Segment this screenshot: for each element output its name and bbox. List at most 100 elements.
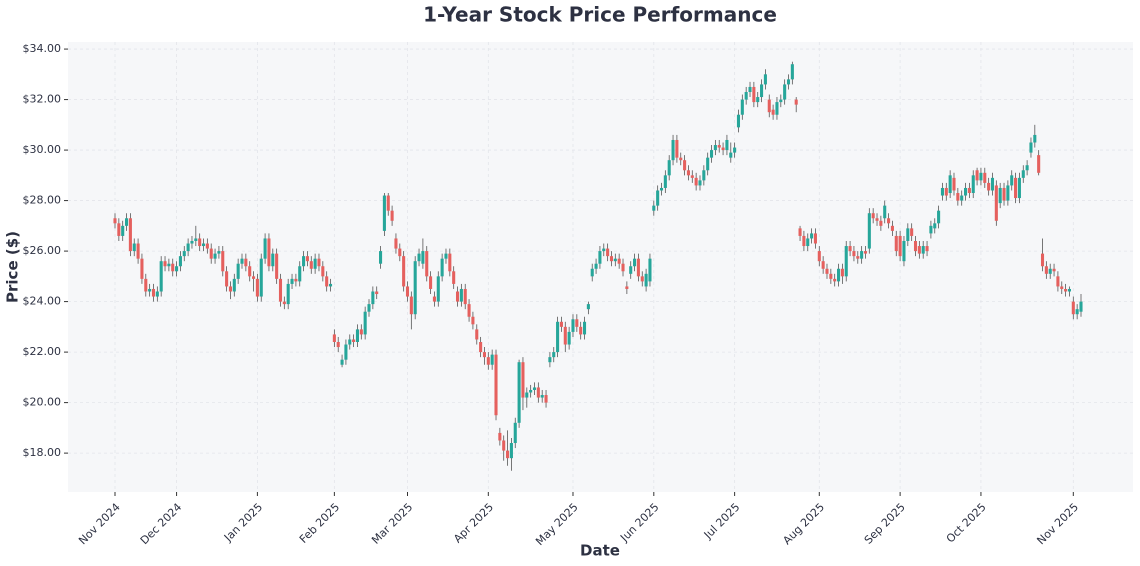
candle-body xyxy=(302,256,306,267)
candle-body xyxy=(821,261,825,269)
candle-body xyxy=(490,354,494,365)
candle-body xyxy=(486,357,490,365)
candle-body xyxy=(709,150,714,158)
candle-body xyxy=(913,240,918,252)
candle-body xyxy=(236,263,240,279)
candle-body xyxy=(898,235,902,257)
candle-body xyxy=(171,263,175,272)
y-tick-label: $32.00 xyxy=(23,93,62,106)
x-tick-label: Dec 2024 xyxy=(138,501,185,548)
candle-body xyxy=(671,139,675,161)
candle-body xyxy=(182,251,186,257)
candle-body xyxy=(621,263,625,272)
candle-body xyxy=(721,147,725,151)
candle-body xyxy=(813,233,817,244)
candle-body xyxy=(178,256,182,267)
candle-body xyxy=(140,258,144,279)
y-tick-label: $26.00 xyxy=(23,244,62,257)
candle-body xyxy=(944,187,948,196)
candle-body xyxy=(644,273,648,287)
candle-body xyxy=(567,331,571,345)
candle-body xyxy=(425,251,429,277)
candle-body xyxy=(498,432,502,441)
candle-body xyxy=(579,326,583,335)
candle-body xyxy=(771,109,775,115)
candle-body xyxy=(656,190,660,206)
candle-body xyxy=(706,157,710,171)
candle-body xyxy=(1052,268,1056,272)
candle-body xyxy=(960,195,964,201)
candle-body xyxy=(775,102,779,115)
candle-body xyxy=(586,304,590,310)
candle-body xyxy=(1079,301,1083,312)
candle-body xyxy=(459,288,463,302)
candle-body xyxy=(713,145,717,151)
candle-body xyxy=(409,296,413,315)
candle-body xyxy=(482,352,487,358)
candle-body xyxy=(455,291,460,302)
candle-body xyxy=(690,175,694,178)
candle-body xyxy=(729,152,733,158)
candle-body xyxy=(740,99,744,115)
candle-body xyxy=(994,185,998,221)
candle-body xyxy=(783,84,787,100)
chart-title: 1-Year Stock Price Performance xyxy=(423,3,777,27)
candle-body xyxy=(582,321,587,335)
x-tick-label: Apr 2025 xyxy=(451,501,496,546)
candle-body xyxy=(763,74,767,85)
candle-body xyxy=(471,316,475,325)
candle-body xyxy=(367,304,371,312)
candle-body xyxy=(652,205,656,211)
candle-body xyxy=(883,205,887,219)
candle-body xyxy=(448,253,452,272)
candle-body xyxy=(890,225,894,231)
candle-body xyxy=(240,258,244,264)
candle-body xyxy=(136,243,140,259)
y-tick-label: $18.00 xyxy=(23,446,62,459)
candle-body xyxy=(983,172,987,183)
x-axis-label: Date xyxy=(580,542,620,560)
candle-body xyxy=(452,271,456,284)
x-tick-label: Jun 2025 xyxy=(617,501,661,545)
candle-body xyxy=(1048,268,1052,274)
candle-body xyxy=(275,253,279,279)
candle-body xyxy=(259,258,263,297)
candle-body xyxy=(1006,185,1010,201)
candle-body xyxy=(617,258,621,264)
candle-body xyxy=(186,243,190,252)
candle-body xyxy=(594,263,598,269)
candle-body xyxy=(1002,187,1006,201)
candle-body xyxy=(606,248,610,257)
candle-body xyxy=(659,187,664,191)
candle-body xyxy=(359,329,363,335)
candle-body xyxy=(902,240,906,262)
candle-body xyxy=(479,342,483,353)
candle-body xyxy=(967,187,971,194)
candle-body xyxy=(556,321,560,353)
candle-body xyxy=(1025,165,1029,171)
candle-body xyxy=(1056,276,1060,287)
candle-body xyxy=(255,278,259,297)
candle-body xyxy=(736,114,741,128)
candle-body xyxy=(444,253,448,259)
candle-body xyxy=(494,354,498,416)
candle-body xyxy=(1037,155,1041,173)
candle-body xyxy=(929,225,933,234)
candle-body xyxy=(163,261,167,267)
candle-body xyxy=(328,283,333,287)
candle-body xyxy=(602,248,606,252)
candle-body xyxy=(571,319,575,332)
candle-body xyxy=(867,213,871,249)
candle-body xyxy=(1044,266,1048,274)
candle-body xyxy=(998,187,1002,204)
candle-body xyxy=(663,175,667,188)
candle-body xyxy=(144,278,148,292)
candle-body xyxy=(979,172,983,181)
candle-body xyxy=(121,225,125,236)
x-tick-label: Aug 2025 xyxy=(780,501,827,548)
candle-body xyxy=(806,238,810,247)
candle-body xyxy=(529,389,533,393)
candle-body xyxy=(375,291,379,295)
candle-body xyxy=(159,261,163,292)
candle-body xyxy=(348,339,352,345)
